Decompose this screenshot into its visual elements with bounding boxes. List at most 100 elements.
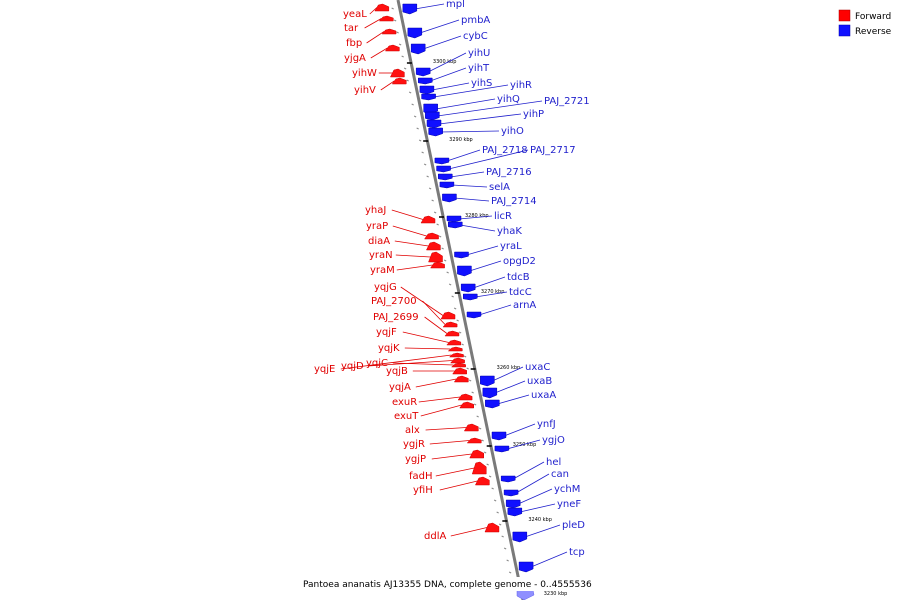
gene-feature-exut[interactable] — [459, 401, 474, 409]
gene-label-cybc[interactable]: cybC — [463, 31, 488, 42]
gene-label-paj-2716[interactable]: PAJ_2716 — [486, 167, 532, 178]
gene-feature-yhak[interactable] — [448, 221, 463, 229]
gene-feature-ddla[interactable] — [484, 522, 500, 533]
gene-label-arna[interactable]: arnA — [513, 300, 536, 311]
gene-label-yral[interactable]: yraL — [500, 241, 522, 252]
gene-feature-mpl[interactable] — [402, 3, 418, 15]
gene-feature-yihu[interactable] — [415, 67, 431, 77]
gene-label-yihr[interactable]: yihR — [510, 80, 532, 91]
gene-label-hel[interactable]: hel — [546, 457, 561, 468]
gene-label-paj-2718[interactable]: PAJ_2718 — [482, 145, 528, 156]
gene-feature-paj-2721[interactable] — [425, 111, 440, 121]
gene-feature-paj-2718[interactable] — [434, 157, 450, 165]
gene-feature-tcp[interactable] — [518, 561, 534, 573]
gene-label-yfih[interactable]: yfiH — [413, 485, 433, 496]
gene-feature-hel[interactable] — [500, 475, 516, 483]
gene-label-yihq[interactable]: yihQ — [497, 94, 520, 105]
gene-feature-paj-2714[interactable] — [442, 193, 457, 203]
gene-feature-yiho[interactable] — [428, 127, 443, 137]
gene-feature-yran[interactable] — [428, 251, 443, 263]
gene-feature-diaa[interactable] — [426, 241, 441, 251]
gene-label-yihp[interactable]: yihP — [523, 109, 544, 120]
gene-feature-fadh[interactable] — [471, 461, 487, 475]
gene-feature-yqjd[interactable] — [450, 357, 465, 364]
gene-feature-yqjb[interactable] — [452, 367, 467, 375]
gene-feature-yqjk[interactable] — [447, 346, 463, 352]
gene-feature-uxac[interactable] — [480, 375, 495, 387]
gene-feature-paj-2699[interactable] — [444, 330, 460, 337]
gene-label-yihs[interactable]: yihS — [471, 78, 492, 89]
gene-feature-tdcb[interactable] — [460, 283, 476, 293]
gene-label-yihu[interactable]: yihU — [468, 48, 490, 59]
gene-label-ddla[interactable]: ddlA — [424, 531, 446, 542]
gene-feature-yqjc[interactable] — [450, 362, 466, 368]
gene-label-ygjo[interactable]: ygjO — [542, 435, 565, 446]
gene-label-paj-2717[interactable]: PAJ_2717 — [530, 145, 576, 156]
gene-label-yqjb[interactable]: yqjB — [386, 366, 408, 377]
gene-feature-fbp[interactable] — [381, 28, 397, 35]
gene-feature-ygjp[interactable] — [469, 449, 484, 459]
gene-feature-pled[interactable] — [512, 531, 528, 543]
gene-feature-ygjr[interactable] — [466, 437, 482, 444]
gene-label-uxab[interactable]: uxaB — [527, 376, 552, 387]
gene-label-ynef[interactable]: yneF — [557, 499, 581, 510]
gene-label-exut[interactable]: exuT — [394, 411, 419, 422]
gene-feature-alx[interactable] — [463, 423, 479, 432]
gene-label-paj-2721[interactable]: PAJ_2721 — [544, 96, 590, 107]
gene-feature-pmba[interactable] — [407, 27, 423, 39]
gene-label-pmba[interactable]: pmbA — [461, 15, 490, 26]
gene-label-paj-2700[interactable]: PAJ_2700 — [371, 296, 417, 307]
gene-feature-yrap[interactable] — [424, 232, 439, 240]
gene-feature-paj-2700[interactable] — [442, 321, 458, 328]
gene-feature-yral[interactable] — [454, 251, 469, 259]
gene-label-tcp[interactable]: tcp — [569, 547, 585, 558]
gene-feature-yjga[interactable] — [384, 44, 400, 52]
gene-feature-tar[interactable] — [378, 15, 394, 22]
gene-feature-ynfj[interactable] — [491, 431, 507, 441]
gene-label-ynfj[interactable]: ynfJ — [537, 419, 556, 430]
gene-label-diaa[interactable]: diaA — [368, 236, 390, 247]
gene-feature-yihr[interactable] — [421, 93, 436, 101]
gene-feature-uxaa[interactable] — [485, 399, 500, 409]
gene-feature-yqjg[interactable] — [440, 311, 456, 320]
gene-label-yran[interactable]: yraN — [369, 250, 393, 261]
gene-label-sela[interactable]: selA — [489, 182, 510, 193]
gene-feature-yihs[interactable] — [419, 85, 435, 95]
gene-label-paj-2699[interactable]: PAJ_2699 — [373, 312, 419, 323]
gene-feature-paj-2717[interactable] — [436, 165, 451, 173]
gene-feature-sela[interactable] — [439, 181, 455, 189]
gene-label-yihw[interactable]: yihW — [352, 68, 377, 79]
gene-label-yqjg[interactable]: yqjG — [374, 282, 397, 293]
gene-label-yqjk[interactable]: yqjK — [378, 343, 400, 354]
gene-label-yqjd[interactable]: yqjD — [341, 361, 364, 372]
gene-feature-ynef[interactable] — [507, 507, 523, 517]
gene-label-fbp[interactable]: fbp — [346, 38, 362, 49]
gene-label-yhaj[interactable]: yhaJ — [365, 205, 386, 216]
gene-label-opgd2[interactable]: opgD2 — [503, 256, 536, 267]
gene-feature-yiht[interactable] — [418, 77, 433, 85]
gene-feature-yihw[interactable] — [389, 68, 405, 78]
gene-feature-paj-2716[interactable] — [438, 173, 453, 181]
gene-label-pled[interactable]: pleD — [562, 520, 585, 531]
gene-feature-yhaj[interactable] — [420, 215, 436, 224]
gene-label-can[interactable]: can — [551, 469, 569, 480]
gene-label-yrap[interactable]: yraP — [366, 221, 388, 232]
gene-label-tar[interactable]: tar — [344, 23, 359, 34]
gene-feature-licr[interactable] — [446, 215, 462, 223]
gene-label-alx[interactable]: alx — [405, 425, 420, 436]
gene-label-uxaa[interactable]: uxaA — [531, 390, 556, 401]
gene-label-fadh[interactable]: fadH — [409, 471, 433, 482]
gene-label-paj-2714[interactable]: PAJ_2714 — [491, 196, 537, 207]
gene-feature-yqjf[interactable] — [446, 339, 462, 346]
gene-label-ychm[interactable]: ychM — [554, 484, 580, 495]
gene-feature-uxab[interactable] — [482, 387, 498, 399]
gene-label-tdcc[interactable]: tdcC — [509, 287, 532, 298]
gene-feature-yqje[interactable] — [448, 352, 464, 358]
gene-feature-exur[interactable] — [457, 393, 473, 401]
gene-label-yqje[interactable]: yqjE — [314, 364, 335, 375]
gene-feature-yqja[interactable] — [453, 375, 469, 383]
gene-label-yeal[interactable]: yeaL — [343, 9, 367, 20]
gene-label-yqjf[interactable]: yqjF — [376, 327, 397, 338]
gene-label-yiht[interactable]: yihT — [468, 63, 490, 74]
gene-label-mpl[interactable]: mpl — [446, 0, 465, 10]
